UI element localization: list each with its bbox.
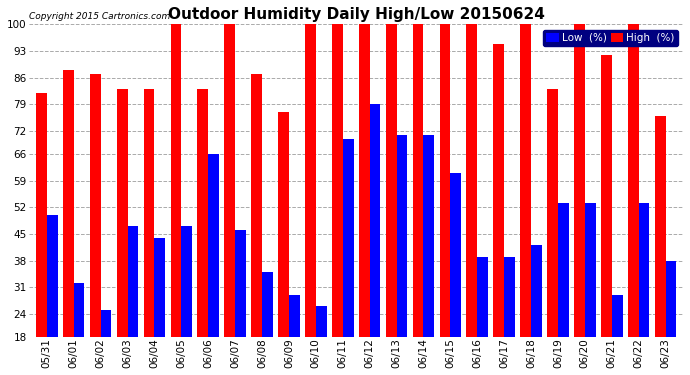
Legend: Low  (%), High  (%): Low (%), High (%) <box>543 30 678 46</box>
Bar <box>574 24 585 337</box>
Bar <box>386 24 397 337</box>
Bar <box>359 24 370 337</box>
Bar <box>181 226 192 337</box>
Bar <box>424 135 434 337</box>
Text: Copyright 2015 Cartronics.com: Copyright 2015 Cartronics.com <box>30 12 170 21</box>
Bar <box>289 295 299 337</box>
Bar <box>601 55 612 337</box>
Bar <box>466 24 477 337</box>
Bar <box>655 116 666 337</box>
Bar <box>128 226 138 337</box>
Bar <box>36 93 47 337</box>
Bar <box>612 295 622 337</box>
Bar <box>504 257 515 337</box>
Bar <box>451 173 461 337</box>
Bar <box>262 272 273 337</box>
Bar <box>224 24 235 337</box>
Bar <box>370 105 380 337</box>
Bar <box>493 44 504 337</box>
Title: Outdoor Humidity Daily High/Low 20150624: Outdoor Humidity Daily High/Low 20150624 <box>168 7 544 22</box>
Bar <box>639 204 649 337</box>
Bar <box>74 284 84 337</box>
Bar <box>332 24 343 337</box>
Bar <box>628 24 639 337</box>
Bar <box>235 230 246 337</box>
Bar <box>63 70 74 337</box>
Bar <box>251 74 262 337</box>
Bar <box>101 310 111 337</box>
Bar <box>47 215 57 337</box>
Bar <box>666 261 676 337</box>
Bar <box>585 204 595 337</box>
Bar <box>197 89 208 337</box>
Bar <box>343 139 353 337</box>
Bar <box>316 306 326 337</box>
Bar <box>155 238 165 337</box>
Bar <box>531 245 542 337</box>
Bar <box>90 74 101 337</box>
Bar <box>208 154 219 337</box>
Bar <box>558 204 569 337</box>
Bar <box>413 24 424 337</box>
Bar <box>117 89 128 337</box>
Bar <box>547 89 558 337</box>
Bar <box>440 24 451 337</box>
Bar <box>278 112 289 337</box>
Bar <box>305 24 316 337</box>
Bar <box>144 89 155 337</box>
Bar <box>170 24 181 337</box>
Bar <box>477 257 488 337</box>
Bar <box>520 24 531 337</box>
Bar <box>397 135 407 337</box>
